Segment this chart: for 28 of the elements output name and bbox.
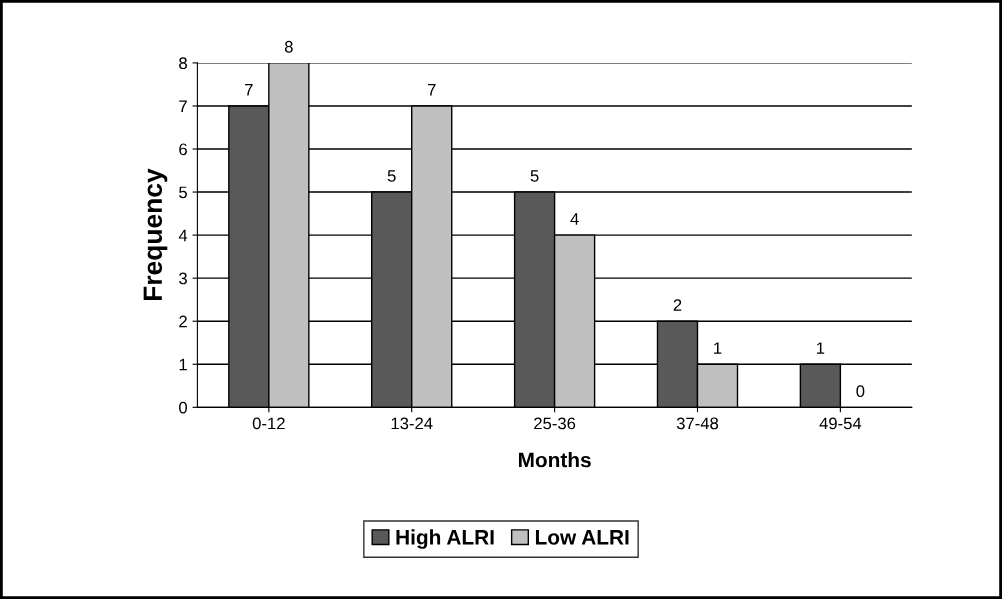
y-tick-label: 3 <box>179 272 187 285</box>
y-axis-title: Frequency <box>143 168 168 301</box>
legend-label: Low ALRI <box>535 530 629 545</box>
data-label: 1 <box>714 342 722 354</box>
x-tick-label: 13-24 <box>391 417 433 430</box>
y-tick-label: 8 <box>179 57 187 70</box>
legend-label: High ALRI <box>396 529 494 549</box>
x-tick-label: 49-54 <box>819 417 862 430</box>
x-tick-label: 25-36 <box>534 417 576 430</box>
data-label: 0 <box>856 385 865 398</box>
y-tick-label: 0 <box>179 401 188 414</box>
data-label: 8 <box>284 40 293 53</box>
y-tick-label: 7 <box>179 100 187 112</box>
y-tick-label: 2 <box>179 315 187 328</box>
data-label: 7 <box>245 84 253 96</box>
data-label: 4 <box>570 213 579 225</box>
y-tick-label: 1 <box>179 358 187 371</box>
y-tick-label: 6 <box>179 143 187 156</box>
y-tick-label: 4 <box>178 229 188 242</box>
data-label: 5 <box>530 170 539 182</box>
data-label: 2 <box>673 299 682 311</box>
x-tick-label: 0-12 <box>252 417 285 430</box>
data-label: 7 <box>427 84 436 96</box>
data-label: 5 <box>387 170 396 182</box>
data-label: 1 <box>817 342 825 354</box>
x-axis-title: Months <box>518 452 591 468</box>
x-tick-label: 37-48 <box>676 417 719 430</box>
y-tick-label: 5 <box>179 186 187 199</box>
